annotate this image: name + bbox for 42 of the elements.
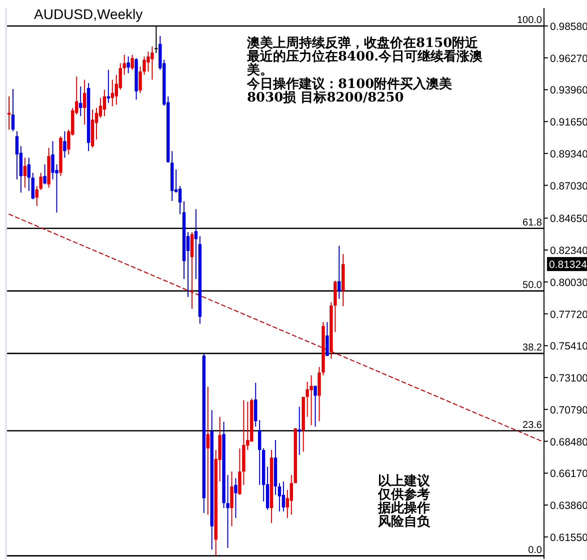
y2-tick-label: 0.0 (528, 544, 542, 556)
candlestick (78, 86, 82, 117)
annotation: 澳美上周持续反弹，收盘价在8150附近最近的压力位在8400.今日可继续看涨澳美。 (246, 35, 483, 78)
y2-tick-label: 50.0 (522, 280, 542, 291)
candlestick (306, 381, 309, 418)
candlestick (27, 157, 30, 192)
annotation: 今日操作建议：8100附件买入澳美8030损 目标8200/8250 (246, 76, 452, 106)
y2-tick-label: 61.8 (522, 217, 542, 228)
candlestick (290, 474, 294, 516)
candlestick (194, 208, 198, 280)
candlestick (258, 420, 262, 486)
candlestick (126, 56, 130, 74)
candlestick (150, 46, 154, 80)
candlestick (82, 79, 86, 126)
candlestick (130, 54, 134, 70)
candlestick (234, 478, 238, 519)
y2-tick-label: 23.6 (522, 420, 542, 431)
candlestick (278, 482, 282, 512)
candlestick (190, 232, 194, 310)
annotation: 以上建议仅供参考据此操作风险自负 (377, 473, 431, 530)
candlestick (102, 89, 106, 117)
candlestick (282, 480, 286, 512)
candlestick (178, 186, 182, 215)
chart-title: AUDUSD,Weekly (34, 6, 143, 22)
y2-tick-label: 38.2 (522, 342, 542, 354)
candlestick (310, 374, 313, 426)
candlestick (106, 69, 110, 104)
candlestick (15, 130, 19, 180)
candlestick (206, 386, 210, 516)
candlestick (338, 245, 341, 300)
candlestick (110, 79, 114, 107)
candlestick (63, 130, 66, 158)
candlestick (11, 88, 15, 132)
candlestick (230, 471, 234, 527)
y2-tick-label: 100.0 (516, 15, 542, 26)
candlestick (254, 382, 258, 428)
candlestick (43, 164, 46, 185)
candlestick (31, 172, 34, 200)
candlestick (23, 157, 26, 188)
annotation: 0.81324 (549, 259, 587, 272)
candlestick (326, 322, 329, 357)
candlestick (314, 385, 317, 428)
